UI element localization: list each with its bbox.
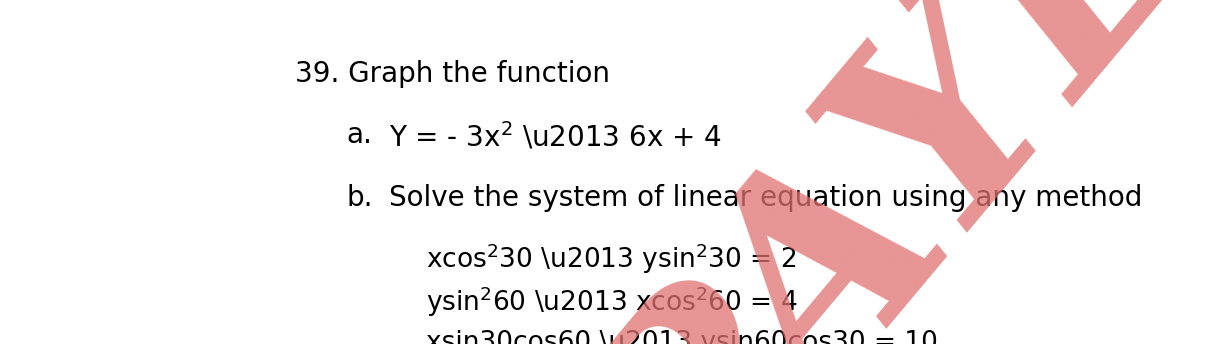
Text: PAYLO: PAYLO [540, 0, 1205, 344]
Text: 39. Graph the function: 39. Graph the function [295, 60, 611, 88]
Text: ysin$^{2}$60 \u2013 xcos$^{2}$60 = 4: ysin$^{2}$60 \u2013 xcos$^{2}$60 = 4 [427, 285, 798, 320]
Text: Solve the system of linear equation using any method: Solve the system of linear equation usin… [389, 184, 1142, 212]
Text: xcos$^{2}$30 \u2013 ysin$^{2}$30 = 2: xcos$^{2}$30 \u2013 ysin$^{2}$30 = 2 [427, 241, 797, 276]
Text: b.: b. [347, 184, 374, 212]
Text: Y = - 3x$^{2}$ \u2013 6x + 4: Y = - 3x$^{2}$ \u2013 6x + 4 [389, 121, 722, 153]
Text: a.: a. [347, 121, 372, 149]
Text: xsin30cos60 \u2013 ysin60cos30 = 10: xsin30cos60 \u2013 ysin60cos30 = 10 [427, 330, 937, 344]
